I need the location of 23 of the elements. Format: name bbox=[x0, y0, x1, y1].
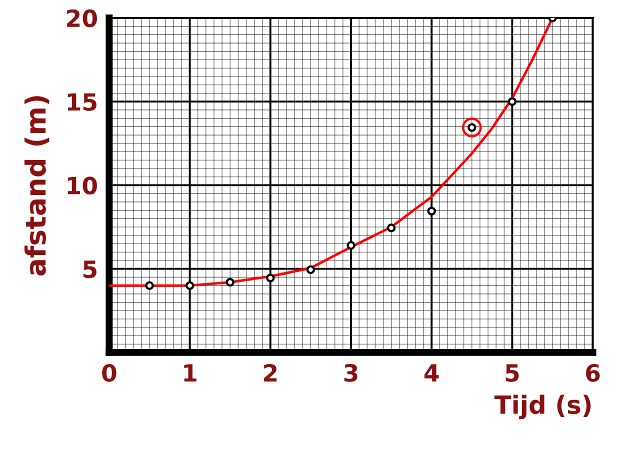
x-tick-label: 3 bbox=[344, 364, 358, 382]
point bbox=[346, 241, 356, 250]
x-tick-label: 2 bbox=[264, 364, 277, 382]
x-axis-title: Tijd (s) bbox=[494, 394, 591, 420]
y-axis-title: afstand (m) bbox=[24, 96, 50, 276]
point bbox=[462, 118, 482, 138]
point bbox=[226, 278, 234, 287]
point bbox=[306, 265, 316, 274]
point bbox=[145, 281, 154, 290]
y-tick-label: 20 bbox=[67, 9, 97, 28]
y-tick-label: 10 bbox=[68, 176, 97, 195]
y-tick-label: 5 bbox=[83, 260, 96, 278]
x-tick-label: 0 bbox=[102, 364, 116, 382]
y-tick-label: 15 bbox=[68, 93, 96, 111]
point bbox=[386, 223, 396, 232]
x-tick-label: 4 bbox=[424, 364, 439, 382]
x-tick-label: 5 bbox=[506, 364, 519, 382]
x-tick-label: 1 bbox=[184, 364, 196, 382]
point bbox=[185, 281, 194, 290]
point bbox=[427, 206, 436, 216]
x-tick-label: 6 bbox=[586, 364, 600, 382]
point bbox=[508, 97, 517, 106]
point bbox=[266, 274, 275, 282]
